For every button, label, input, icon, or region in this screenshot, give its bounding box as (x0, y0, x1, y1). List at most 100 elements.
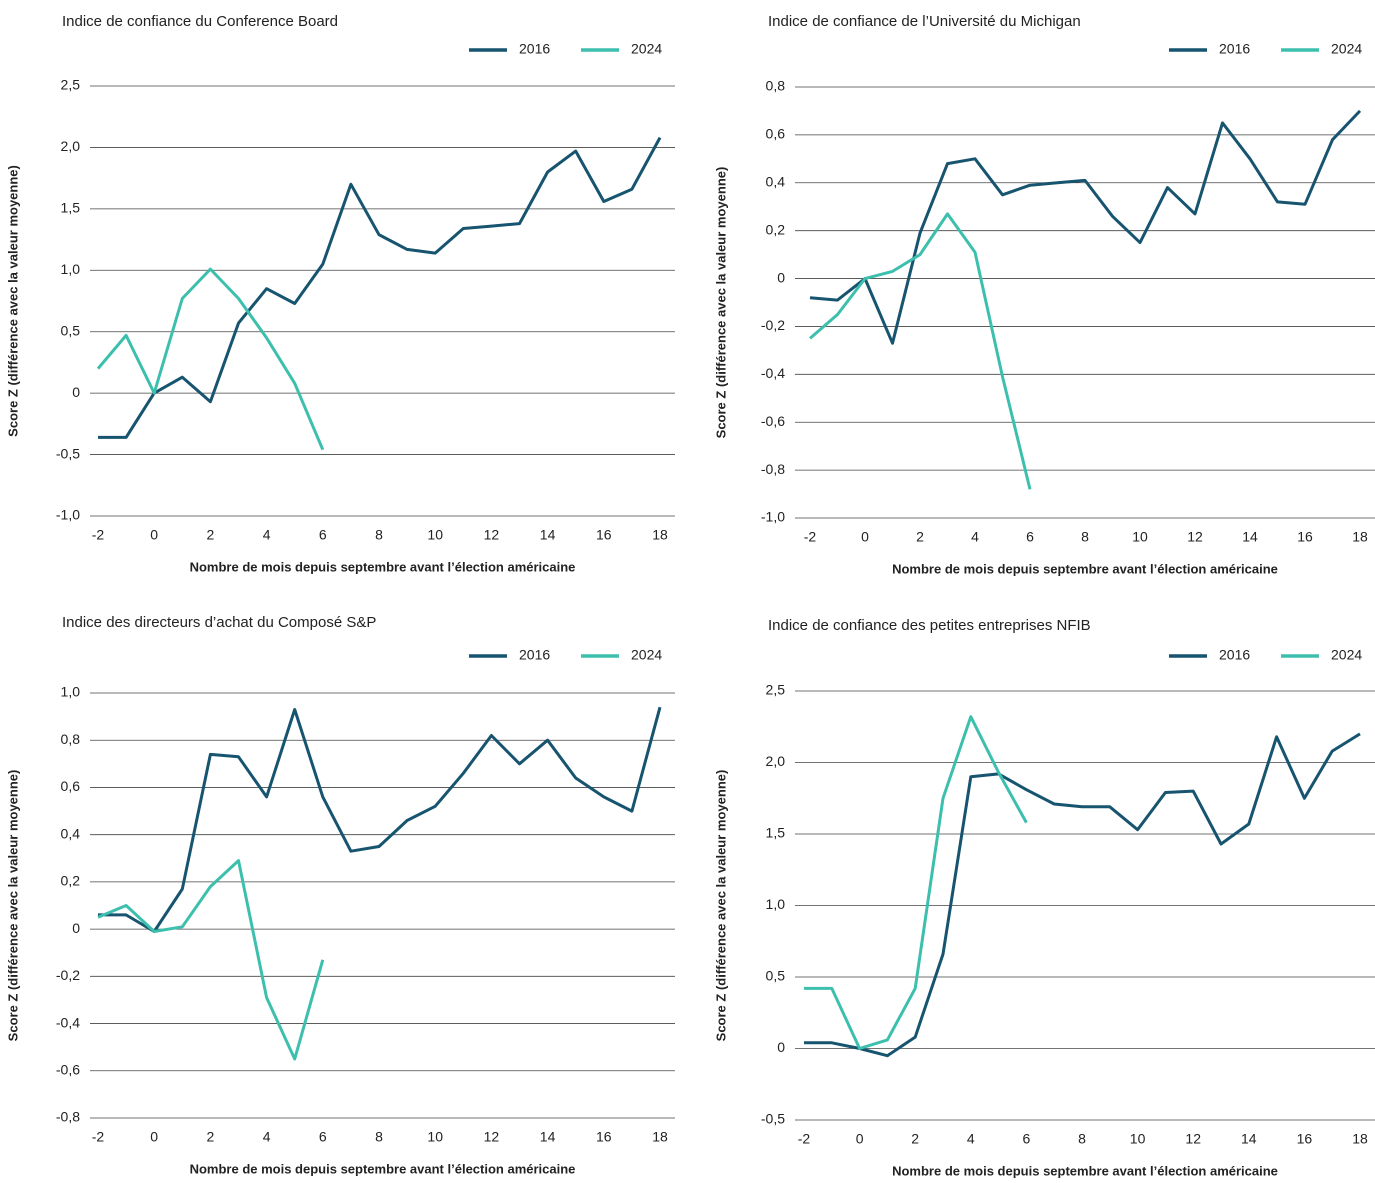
x-tick-label: 10 (1130, 1131, 1146, 1147)
x-tick-label: 6 (319, 1129, 327, 1145)
x-tick-label: 6 (319, 527, 327, 543)
y-tick-label: -0,4 (56, 1014, 80, 1030)
x-tick-label: 14 (1241, 1131, 1257, 1147)
y-tick-label: -0,6 (761, 413, 785, 429)
y-tick-label: 1,0 (766, 896, 786, 912)
series-line (98, 706, 662, 933)
x-tick-label: -2 (92, 1129, 105, 1145)
x-tick-label: 6 (1026, 529, 1034, 545)
x-tick-label: 10 (1132, 529, 1148, 545)
x-tick-label: 18 (1352, 1131, 1368, 1147)
x-tick-label: 8 (375, 1129, 383, 1145)
y-tick-label: -0,2 (56, 967, 80, 983)
x-tick-label: 18 (652, 527, 668, 543)
x-tick-label: 14 (540, 527, 556, 543)
x-axis-label: Nombre de mois depuis septembre avant l’… (190, 559, 576, 574)
x-tick-label: 4 (967, 1131, 975, 1147)
y-tick-label: 0,6 (61, 778, 81, 794)
y-tick-label: -0,8 (761, 461, 785, 477)
x-tick-label: 8 (375, 527, 383, 543)
x-tick-label: 16 (596, 527, 612, 543)
y-tick-label: -0,6 (56, 1061, 80, 1077)
series-line (804, 715, 1028, 1050)
series-line (809, 212, 1032, 490)
x-tick-label: 4 (263, 527, 271, 543)
y-tick-label: 0,8 (61, 731, 81, 747)
x-tick-label: 12 (1185, 1131, 1201, 1147)
series-line (809, 109, 1362, 345)
x-tick-label: 12 (484, 1129, 500, 1145)
y-tick-label: -0,5 (761, 1111, 785, 1127)
y-tick-label: 0,6 (766, 126, 786, 142)
legend-label: 2024 (631, 647, 662, 663)
y-axis-label: Score Z (différence avec la valeur moyen… (5, 770, 20, 1042)
y-tick-label: 1,5 (766, 825, 786, 841)
x-tick-label: 16 (1297, 529, 1313, 545)
x-tick-label: 16 (596, 1129, 612, 1145)
x-axis-label: Nombre de mois depuis septembre avant l’… (892, 561, 1278, 576)
x-tick-label: 0 (861, 529, 869, 545)
y-tick-label: -1,0 (761, 509, 785, 525)
legend-label: 2016 (519, 41, 550, 57)
chart-title: Indice de confiance de l’Université du M… (768, 13, 1081, 30)
legend-label: 2024 (1331, 647, 1362, 663)
y-tick-label: 2,0 (766, 753, 786, 769)
y-tick-label: 0 (72, 920, 80, 936)
y-tick-label: 2,5 (61, 77, 81, 93)
y-tick-label: 0 (72, 384, 80, 400)
y-tick-label: 0,5 (766, 968, 786, 984)
series-line (98, 136, 662, 439)
x-axis-label: Nombre de mois depuis septembre avant l’… (190, 1161, 576, 1176)
y-tick-label: -1,0 (56, 507, 80, 523)
x-tick-label: 0 (150, 1129, 158, 1145)
legend-label: 2016 (1219, 647, 1250, 663)
x-tick-label: 2 (207, 1129, 215, 1145)
chart-title: Indice de confiance des petites entrepri… (768, 617, 1091, 634)
x-axis-label: Nombre de mois depuis septembre avant l’… (892, 1163, 1278, 1178)
x-tick-label: 18 (652, 1129, 668, 1145)
x-tick-label: 10 (427, 1129, 443, 1145)
series-line (97, 859, 325, 1061)
y-tick-label: -0,8 (56, 1109, 80, 1125)
y-tick-label: 0,2 (61, 873, 81, 889)
y-tick-label: 0,8 (766, 78, 786, 94)
chart-title: Indice des directeurs d’achat du Composé… (62, 614, 376, 631)
y-axis-label: Score Z (différence avec la valeur moyen… (713, 167, 728, 439)
y-axis-label: Score Z (différence avec la valeur moyen… (5, 165, 20, 437)
x-tick-label: 14 (1242, 529, 1258, 545)
x-tick-label: 4 (263, 1129, 271, 1145)
y-tick-label: 0 (777, 269, 785, 285)
legend-label: 2016 (519, 647, 550, 663)
y-tick-label: 0,2 (766, 221, 786, 237)
y-tick-label: 2,5 (766, 682, 786, 698)
y-tick-label: 0,4 (61, 825, 81, 841)
x-tick-label: 6 (1023, 1131, 1031, 1147)
y-tick-label: 1,0 (61, 684, 81, 700)
x-tick-label: 2 (207, 527, 215, 543)
x-tick-label: 4 (971, 529, 979, 545)
legend-label: 2024 (1331, 41, 1362, 57)
series-line (96, 267, 325, 451)
x-tick-label: -2 (798, 1131, 811, 1147)
x-tick-label: -2 (92, 527, 105, 543)
x-tick-label: -2 (804, 529, 817, 545)
x-tick-label: 10 (427, 527, 443, 543)
chart-title: Indice de confiance du Conference Board (62, 13, 338, 30)
y-tick-label: 0,4 (766, 173, 786, 189)
y-tick-label: -0,4 (761, 365, 785, 381)
y-axis-label: Score Z (différence avec la valeur moyen… (713, 770, 728, 1042)
x-tick-label: 14 (540, 1129, 556, 1145)
legend-label: 2016 (1219, 41, 1250, 57)
y-tick-label: 2,0 (61, 138, 81, 154)
y-tick-label: -0,5 (56, 445, 80, 461)
y-tick-label: -0,2 (761, 317, 785, 333)
legend-label: 2024 (631, 41, 662, 57)
x-tick-label: 12 (484, 527, 500, 543)
y-tick-label: 0 (777, 1039, 785, 1055)
y-tick-label: 1,0 (61, 261, 81, 277)
y-tick-label: 1,5 (61, 200, 81, 216)
x-tick-label: 0 (856, 1131, 864, 1147)
series-line (804, 732, 1361, 1058)
x-tick-label: 2 (911, 1131, 919, 1147)
